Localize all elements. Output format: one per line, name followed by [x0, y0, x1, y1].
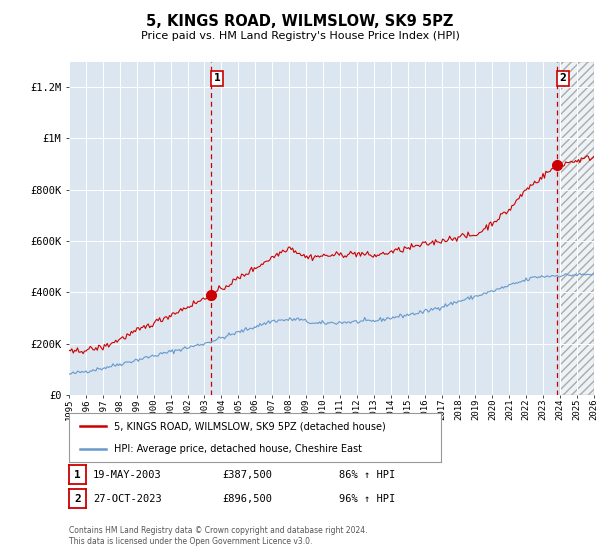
Text: Price paid vs. HM Land Registry's House Price Index (HPI): Price paid vs. HM Land Registry's House …	[140, 31, 460, 41]
Text: 5, KINGS ROAD, WILMSLOW, SK9 5PZ: 5, KINGS ROAD, WILMSLOW, SK9 5PZ	[146, 14, 454, 29]
Text: 1: 1	[74, 470, 81, 480]
Text: 86% ↑ HPI: 86% ↑ HPI	[339, 470, 395, 480]
Text: HPI: Average price, detached house, Cheshire East: HPI: Average price, detached house, Ches…	[113, 444, 362, 454]
Text: 2: 2	[560, 73, 566, 83]
Text: 96% ↑ HPI: 96% ↑ HPI	[339, 494, 395, 504]
Text: 19-MAY-2003: 19-MAY-2003	[93, 470, 162, 480]
Text: Contains HM Land Registry data © Crown copyright and database right 2024.
This d: Contains HM Land Registry data © Crown c…	[69, 526, 367, 546]
Text: £387,500: £387,500	[222, 470, 272, 480]
Text: 2: 2	[74, 494, 81, 504]
Text: 27-OCT-2023: 27-OCT-2023	[93, 494, 162, 504]
Text: 1: 1	[214, 73, 220, 83]
Text: 5, KINGS ROAD, WILMSLOW, SK9 5PZ (detached house): 5, KINGS ROAD, WILMSLOW, SK9 5PZ (detach…	[113, 421, 385, 431]
Text: £896,500: £896,500	[222, 494, 272, 504]
